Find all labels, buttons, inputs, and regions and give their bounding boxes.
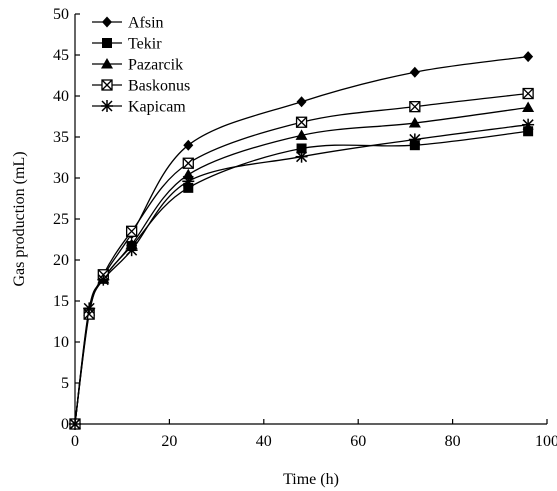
x-tick-label: 60: [350, 433, 366, 450]
data-point-afsin: [183, 139, 194, 151]
data-point-baskonus: [409, 101, 421, 113]
x-tick-label: 20: [161, 433, 177, 450]
data-point-tekir: [183, 182, 194, 193]
series-line-kapicam: [74, 124, 529, 425]
x-tick-label: 80: [445, 433, 461, 450]
y-tick-label: 5: [61, 375, 69, 392]
data-point-afsin: [296, 96, 307, 108]
y-axis-label: Gas production (mL): [11, 151, 28, 286]
series-kapicam: [69, 118, 535, 430]
legend-item-baskonus: Baskonus: [92, 78, 190, 95]
legend-marker-pazarcik: [101, 58, 113, 69]
series-line-baskonus: [74, 92, 529, 425]
x-tick-label: 0: [71, 433, 79, 450]
y-tick-label: 35: [53, 129, 69, 146]
data-point-kapicam: [522, 118, 535, 131]
series-tekir: [70, 126, 534, 429]
data-point-kapicam: [182, 175, 195, 188]
x-tick-label: 100: [535, 433, 557, 450]
data-point-tekir: [523, 126, 534, 137]
legend-item-kapicam: Kapicam: [92, 99, 186, 116]
data-point-pazarcik: [295, 129, 308, 140]
legend-label-pazarcik: Pazarcik: [128, 57, 183, 74]
legend-item-pazarcik: Pazarcik: [92, 57, 183, 74]
data-point-baskonus: [125, 225, 138, 237]
axes: [74, 14, 547, 425]
y-tick-label: 30: [53, 170, 69, 187]
x-tick-label: 40: [256, 433, 272, 450]
data-point-pazarcik: [408, 117, 421, 128]
series-line-tekir: [74, 130, 529, 425]
legend-item-afsin: Afsin: [92, 15, 164, 32]
y-tick-label: 40: [53, 88, 69, 105]
y-tick-label: 10: [53, 334, 69, 351]
y-tick-label: 50: [53, 6, 69, 23]
y-tick-label: 25: [53, 211, 69, 228]
data-point-kapicam: [408, 133, 421, 146]
y-tick-label: 0: [61, 416, 69, 433]
data-point-baskonus: [522, 87, 534, 100]
data-point-kapicam: [295, 150, 308, 163]
series-group: [69, 51, 535, 430]
legend-label-baskonus: Baskonus: [128, 78, 190, 95]
data-point-baskonus: [295, 116, 308, 128]
legend-label-afsin: Afsin: [128, 15, 164, 32]
legend-marker-tekir: [102, 38, 112, 48]
data-point-kapicam: [97, 273, 110, 286]
data-point-pazarcik: [522, 101, 535, 112]
data-point-afsin: [409, 66, 420, 78]
data-point-tekir: [296, 143, 307, 154]
data-point-pazarcik: [182, 168, 195, 180]
legend-marker-baskonus: [101, 79, 113, 91]
data-point-kapicam: [69, 418, 81, 430]
data-point-baskonus: [182, 157, 194, 169]
data-point-afsin: [523, 51, 534, 63]
data-point-kapicam: [125, 244, 138, 257]
y-tick-label: 45: [53, 47, 69, 64]
y-tick-label: 20: [53, 252, 69, 269]
y-tick-label: 15: [53, 293, 69, 310]
legend-label-kapicam: Kapicam: [128, 99, 186, 116]
legend: Afsin Tekir Pazarcik Baskonus Kapicam: [92, 15, 190, 116]
data-point-kapicam: [83, 302, 96, 315]
x-axis-label: Time (h): [283, 471, 339, 488]
legend-marker-kapicam: [101, 100, 113, 112]
legend-marker-afsin: [102, 16, 112, 28]
legend-label-tekir: Tekir: [128, 36, 162, 53]
legend-item-tekir: Tekir: [92, 36, 162, 53]
axis-ticks: 0 20 40 60 80 100 0 5 10 15 20 25 30 35 40 45 50: [53, 6, 557, 450]
